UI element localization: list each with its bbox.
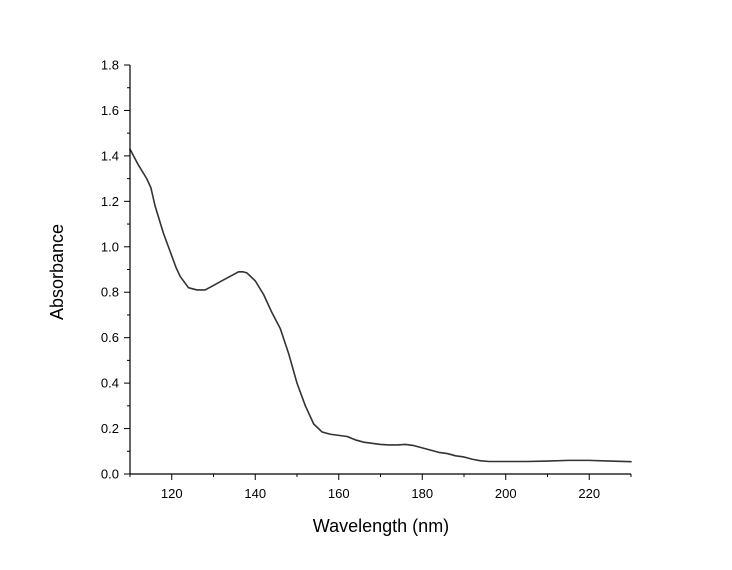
x-tick-label: 160 bbox=[328, 486, 350, 501]
series-line-0 bbox=[129, 148, 632, 463]
y-tick-label: 0.4 bbox=[101, 376, 119, 391]
tick-labels: 0.0 0.2 0.4 0.6 0.8 1.0 1.2 1.4 1.6 1.8 120 140 160 1… bbox=[101, 58, 600, 502]
y-tick-label: 1.0 bbox=[101, 239, 119, 254]
x-tick-label: 180 bbox=[411, 486, 433, 501]
y-tick-label: 1.2 bbox=[101, 194, 119, 209]
y-tick-label: 0.2 bbox=[101, 421, 119, 436]
x-tick-label: 200 bbox=[495, 486, 517, 501]
y-tick-label: 0.0 bbox=[101, 467, 119, 482]
axes bbox=[124, 64, 632, 480]
y-tick-label: 0.6 bbox=[101, 330, 119, 345]
y-tick-label: 1.4 bbox=[101, 148, 119, 163]
y-tick-label: 1.8 bbox=[101, 58, 119, 73]
plot-area bbox=[129, 148, 632, 463]
y-tick-label: 1.6 bbox=[101, 103, 119, 118]
y-tick-label: 0.8 bbox=[101, 285, 119, 300]
x-tick-label: 220 bbox=[578, 486, 600, 501]
x-tick-label: 140 bbox=[244, 486, 266, 501]
x-tick-label: 120 bbox=[161, 486, 183, 501]
y-axis-title: Absorbance bbox=[47, 224, 67, 320]
x-axis-title: Wavelength (nm) bbox=[313, 516, 449, 536]
